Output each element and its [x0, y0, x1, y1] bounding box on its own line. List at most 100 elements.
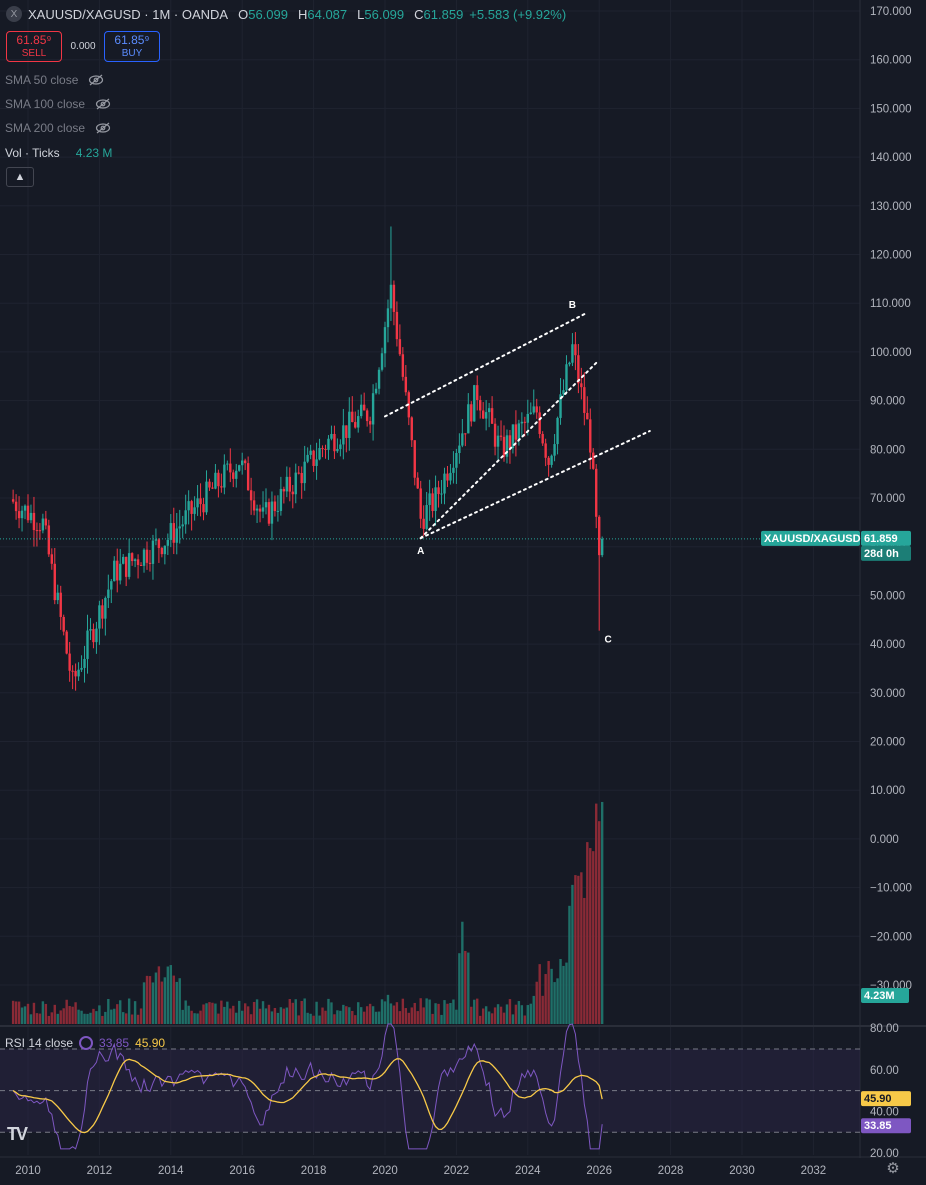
candle-body — [383, 327, 387, 354]
gear-icon[interactable]: ⚙ — [886, 1160, 900, 1177]
candle-body — [77, 669, 80, 677]
candle-body — [321, 448, 324, 450]
eye-off-icon[interactable] — [88, 74, 104, 86]
eye-off-icon[interactable] — [95, 98, 111, 110]
rsi-legend[interactable]: RSI 14 close 33.85 45.90 — [5, 1036, 165, 1050]
volume-bar — [342, 1004, 345, 1024]
candle-body — [116, 560, 119, 581]
indicator-label: SMA 50 close — [5, 73, 79, 87]
ohlc-open-label: O — [238, 6, 249, 22]
time-axis-label: 2024 — [515, 1165, 541, 1177]
price-axis-label: 90.000 — [870, 396, 905, 408]
candle-body — [398, 339, 402, 355]
volume-bar — [458, 953, 461, 1024]
candle-body — [517, 423, 521, 440]
rsi-ma-tag-bg — [861, 1091, 911, 1107]
candle-body — [550, 455, 553, 465]
candle-body — [300, 472, 303, 484]
volume-bar — [351, 1010, 354, 1024]
volume-label: Vol · Ticks — [5, 146, 60, 160]
time-axis-label: 2020 — [372, 1165, 398, 1177]
volume-bar — [35, 1013, 39, 1024]
volume-bar — [449, 1002, 452, 1024]
volume-bar — [86, 1013, 89, 1024]
indicator-sma50[interactable]: SMA 50 close — [5, 73, 104, 87]
symbol-title[interactable]: XAUUSD/XAGUSD · 1M · OANDA — [28, 6, 229, 22]
candle-body — [496, 435, 500, 447]
candle-body — [487, 408, 491, 413]
volume-bar — [261, 1001, 265, 1024]
indicator-sma100[interactable]: SMA 100 close — [5, 97, 111, 111]
volume-bar — [523, 1015, 527, 1024]
candle-body — [401, 354, 405, 377]
candle-body — [38, 530, 42, 532]
candle-body — [86, 630, 89, 659]
candle-body — [467, 404, 470, 434]
candle-body — [98, 605, 101, 629]
candle-body — [526, 413, 529, 423]
volume-bar — [190, 1010, 193, 1024]
volume-bar — [104, 1011, 107, 1024]
volume-bar — [404, 1008, 408, 1024]
candle-body — [142, 549, 146, 566]
volume-bar — [360, 1007, 363, 1024]
volume-bar — [157, 966, 161, 1024]
volume-bar — [389, 1003, 393, 1024]
rsi-axis-label: 60.00 — [870, 1065, 899, 1077]
volume-bar — [410, 1007, 413, 1024]
candle-body — [59, 592, 62, 617]
indicator-volume[interactable]: Vol · Ticks 4.23 M — [5, 146, 112, 160]
price-axis-label: 80.000 — [870, 444, 905, 456]
time-axis-label: 2016 — [229, 1165, 255, 1177]
candle-body — [252, 500, 256, 511]
volume-bar — [434, 1003, 437, 1024]
volume-bar — [487, 1011, 491, 1024]
candle-body — [464, 433, 467, 435]
volume-bar — [241, 1010, 244, 1024]
countdown-tag-bg — [861, 545, 911, 561]
volume-bar — [553, 982, 556, 1024]
volume-bar — [181, 1009, 184, 1024]
volume-bar — [59, 1010, 62, 1024]
volume-bar — [398, 1011, 402, 1024]
buy-button[interactable]: 61.85⁹ BUY — [104, 31, 160, 62]
sell-button[interactable]: 61.85⁹ SELL — [6, 31, 62, 62]
volume-bar — [101, 1015, 104, 1024]
volume-value: 4.23 M — [75, 146, 113, 160]
candle-body — [157, 539, 161, 548]
candle-body — [74, 670, 77, 677]
symbol-logo-icon[interactable]: X — [6, 6, 22, 22]
chart-header: X XAUUSD/XAGUSD · 1M · OANDA O56.099 H64… — [6, 6, 566, 22]
candle-body — [41, 518, 45, 531]
volume-bar — [467, 952, 470, 1024]
candle-body — [53, 563, 56, 601]
candle-body — [493, 423, 497, 447]
chevron-up-icon[interactable]: ▲ — [6, 167, 34, 187]
volume-bar — [386, 994, 390, 1024]
candle-body — [440, 493, 443, 495]
sell-label: SELL — [21, 48, 47, 59]
candle-body — [80, 667, 83, 670]
eye-off-icon[interactable] — [95, 122, 111, 134]
volume-bar — [130, 1014, 134, 1024]
volume-bar — [133, 1001, 137, 1024]
candle-body — [44, 518, 48, 526]
candle-body — [113, 560, 116, 582]
volume-bar — [455, 1009, 458, 1024]
refresh-icon[interactable] — [79, 1036, 94, 1050]
tradingview-logo[interactable]: TV — [7, 1124, 28, 1144]
candle-body — [410, 417, 413, 441]
volume-bar — [220, 1000, 223, 1024]
volume-bar — [327, 998, 330, 1024]
candle-body — [502, 436, 506, 457]
price-axis-label: 30.000 — [870, 688, 905, 700]
indicator-sma200[interactable]: SMA 200 close — [5, 121, 111, 135]
candle-body — [315, 459, 318, 466]
candle-body — [309, 450, 312, 455]
candle-body — [178, 526, 181, 529]
ohlc-high-value: 64.087 — [307, 6, 348, 22]
volume-bar — [544, 974, 547, 1024]
volume-bar — [446, 1003, 449, 1024]
candle-body — [208, 481, 211, 488]
